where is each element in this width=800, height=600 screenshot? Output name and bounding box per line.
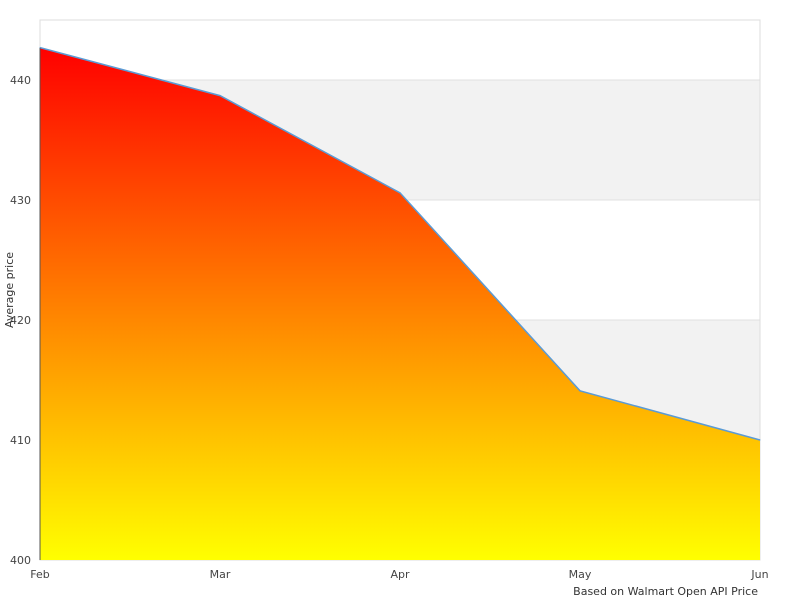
x-tick-label: Feb (30, 568, 49, 581)
data-point (579, 390, 581, 392)
y-tick-label: 440 (10, 74, 31, 87)
area-fill (40, 47, 760, 561)
x-tick-label: Jun (750, 568, 768, 581)
data-point (219, 95, 221, 97)
y-tick-label: 430 (10, 194, 31, 207)
y-axis-label: Average price (3, 252, 16, 328)
x-tick-label: Mar (210, 568, 231, 581)
y-tick-label: 400 (10, 554, 31, 567)
caption: Based on Walmart Open API Price (573, 585, 758, 598)
y-tick-label: 410 (10, 434, 31, 447)
data-point (399, 192, 401, 194)
data-point (759, 439, 761, 441)
x-tick-label: May (569, 568, 592, 581)
x-tick-label: Apr (390, 568, 410, 581)
y-tick-label: 420 (10, 314, 31, 327)
data-point (39, 47, 41, 49)
